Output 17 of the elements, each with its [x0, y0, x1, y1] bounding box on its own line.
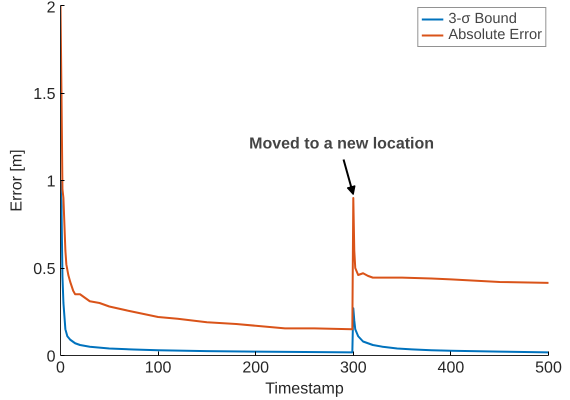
legend-label: 3-σ Bound — [448, 11, 517, 27]
line-series — [60, 6, 548, 330]
annotation: Moved to a new location — [249, 136, 434, 152]
x-tick-label: 100 — [144, 360, 172, 376]
x-tick-label: 200 — [242, 360, 270, 376]
y-tick-label: 0.5 — [33, 261, 56, 278]
y-axis-title: Error [m] — [8, 149, 26, 212]
y-tick-label: 1.5 — [33, 86, 56, 103]
x-tick-label: 400 — [438, 360, 464, 376]
x-tick-label: 500 — [535, 360, 562, 376]
y-tick-label: 2 — [46, 0, 56, 16]
y-tick-label: 1 — [46, 174, 56, 190]
legend-label: Absolute Error — [448, 27, 542, 43]
x-axis-title: Timestamp — [265, 380, 344, 398]
line-series — [60, 180, 548, 354]
y-tick-label: 0 — [46, 348, 56, 366]
x-tick-label: 300 — [340, 360, 367, 376]
